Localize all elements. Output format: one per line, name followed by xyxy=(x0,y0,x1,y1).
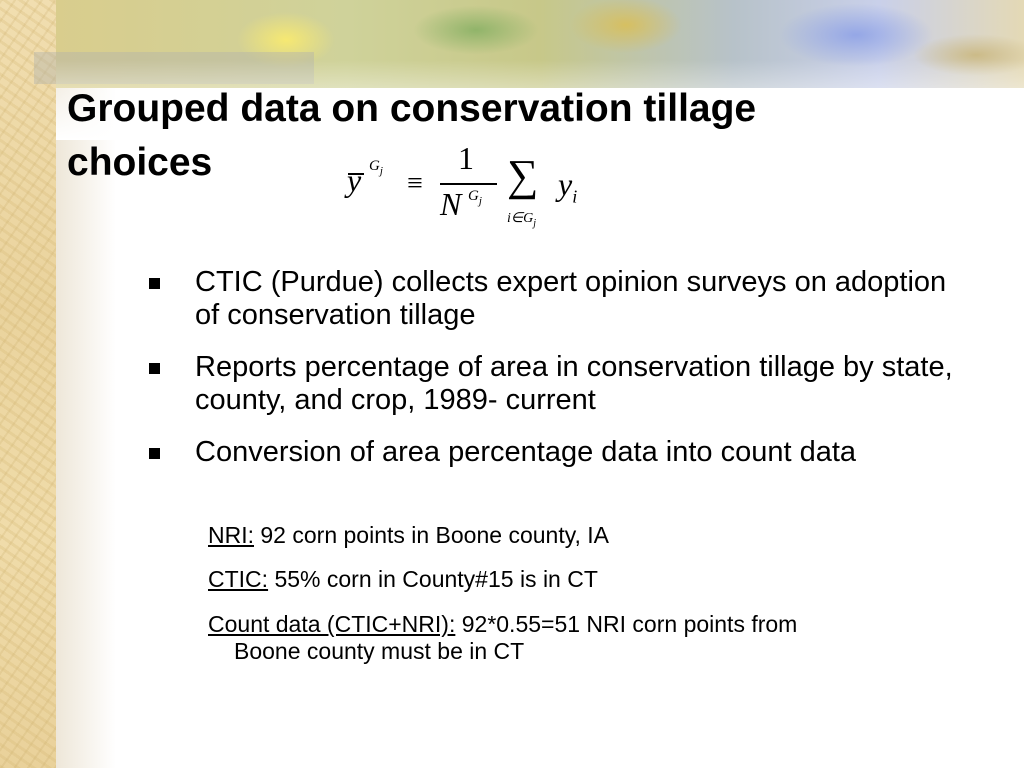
formula-lhs-variable: y xyxy=(347,162,362,198)
slide-title-line-1: Grouped data on conservation tillage xyxy=(67,87,757,130)
formula-denominator: N xyxy=(440,186,462,222)
sub-item-text: 92*0.55=51 NRI corn points from xyxy=(455,611,798,637)
sub-item-text: 55% corn in County#15 is in CT xyxy=(268,566,598,592)
slide-title-line-2: choices xyxy=(67,141,213,184)
group-mean-formula: y Gj ≡ 1 N Gj ∑ i∈Gj yi xyxy=(345,140,595,240)
square-bullet-icon xyxy=(149,448,160,459)
sub-item-label: Count data (CTIC+NRI): xyxy=(208,611,456,637)
formula-term: yi xyxy=(558,166,578,207)
background-texture-strip xyxy=(0,0,56,768)
sub-item-label: CTIC: xyxy=(208,566,269,592)
bullet-text: Conversion of area percentage data into … xyxy=(195,436,857,468)
bullet-text: Reports percentage of area in conservati… xyxy=(195,351,953,416)
square-bullet-icon xyxy=(149,278,160,289)
formula-lhs-superscript: Gj xyxy=(369,158,383,177)
square-bullet-icon xyxy=(149,363,160,374)
formula-fraction-bar xyxy=(440,183,497,185)
sub-item-ctic: CTIC: 55% corn in County#15 is in CT xyxy=(208,566,968,593)
banner-fade xyxy=(56,60,1024,140)
sub-item-nri: NRI: 92 corn points in Boone county, IA xyxy=(208,522,968,549)
formula-numerator: 1 xyxy=(458,140,474,176)
slide-title: Grouped data on conservation tillage cho… xyxy=(67,82,927,190)
bullet-item: Conversion of area percentage data into … xyxy=(145,436,965,469)
formula-overbar xyxy=(348,173,364,175)
bullet-item: Reports percentage of area in conservati… xyxy=(145,351,965,417)
bullet-item: CTIC (Purdue) collects expert opinion su… xyxy=(145,266,965,332)
bullet-list: CTIC (Purdue) collects expert opinion su… xyxy=(145,266,965,488)
sub-item-label: NRI: xyxy=(208,522,254,548)
formula-equivalence-sign: ≡ xyxy=(407,168,423,199)
formula-summation-sign: ∑ xyxy=(507,151,539,200)
formula-summation-index: i∈Gj xyxy=(507,211,536,229)
sub-item-continuation: Boone county must be in CT xyxy=(234,638,525,664)
formula-denominator-superscript: Gj xyxy=(468,188,482,207)
sub-item-text: 92 corn points in Boone county, IA xyxy=(254,522,610,548)
bullet-text: CTIC (Purdue) collects expert opinion su… xyxy=(195,266,947,331)
sub-item-count-data: Count data (CTIC+NRI): 92*0.55=51 NRI co… xyxy=(208,611,968,665)
